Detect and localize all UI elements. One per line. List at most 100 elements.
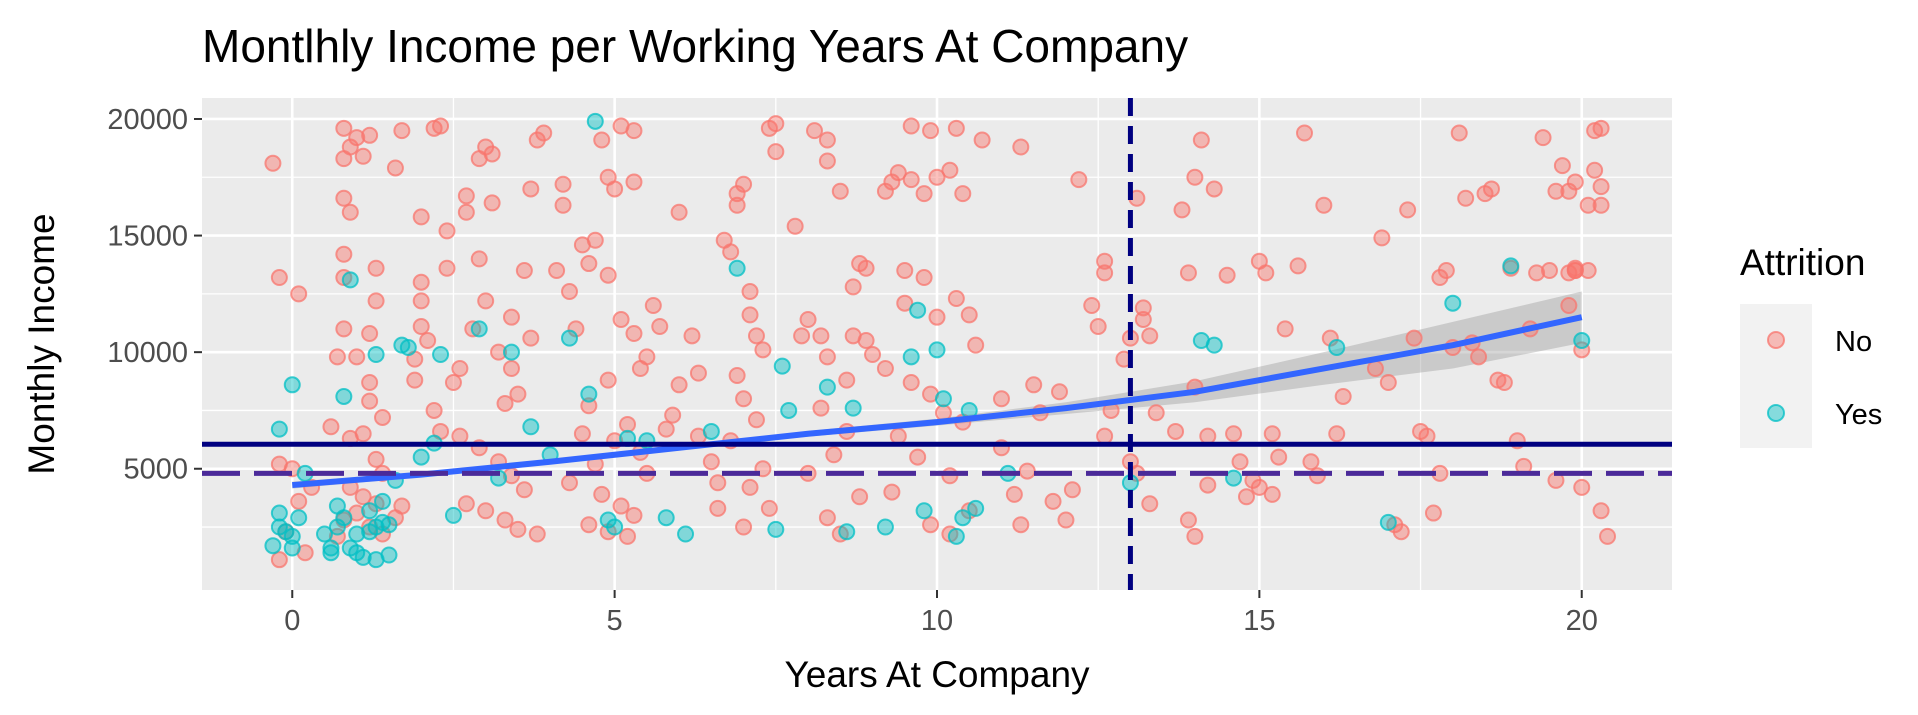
data-point-no: [754, 341, 772, 359]
data-point-yes: [657, 509, 675, 527]
data-point-no: [580, 397, 598, 415]
data-point-no: [1289, 257, 1307, 275]
data-point-no: [1237, 488, 1255, 506]
data-point-no: [354, 147, 372, 165]
data-point-no: [1296, 124, 1313, 142]
data-point-no: [625, 122, 643, 140]
data-point-no: [1012, 516, 1030, 534]
data-point-no: [1096, 264, 1114, 282]
data-point-no: [728, 196, 746, 214]
data-point-yes: [1205, 336, 1223, 354]
data-point-no: [683, 327, 701, 345]
data-point-no: [1070, 171, 1088, 189]
data-point-no: [728, 366, 746, 384]
data-point-no: [625, 173, 643, 191]
data-point-yes: [1444, 294, 1462, 312]
data-point-no: [1057, 511, 1075, 529]
data-point-no: [502, 308, 520, 326]
data-point-no: [1566, 259, 1584, 277]
data-point-no: [593, 131, 611, 149]
data-point-no: [818, 152, 836, 170]
data-point-yes: [909, 301, 927, 319]
data-point-yes: [374, 492, 392, 510]
data-point-yes: [348, 525, 366, 543]
data-point-yes: [316, 525, 333, 543]
data-point-no: [1063, 481, 1081, 499]
data-point-no: [515, 481, 533, 499]
data-point-no: [522, 329, 540, 347]
data-point-no: [883, 483, 901, 501]
data-point-no: [412, 208, 430, 226]
data-point-no: [644, 297, 662, 315]
data-point-no: [335, 245, 353, 263]
data-point-no: [1373, 229, 1391, 247]
data-point-no: [1270, 448, 1288, 466]
data-point-yes: [270, 504, 288, 522]
data-point-no: [767, 115, 785, 133]
data-point-no: [367, 292, 385, 310]
data-point-no: [354, 488, 372, 506]
data-point-no: [451, 359, 469, 377]
data-point-no: [851, 488, 869, 506]
data-point-no: [793, 327, 811, 345]
data-point-no: [1328, 425, 1346, 443]
data-point-no: [709, 474, 727, 492]
legend-key-background: [1740, 304, 1812, 448]
data-point-no: [1592, 178, 1610, 196]
data-point-no: [689, 364, 707, 382]
data-point-yes: [522, 418, 540, 436]
data-point-no: [270, 269, 288, 287]
data-point-no: [664, 406, 682, 424]
data-point-no: [838, 371, 856, 389]
data-point-yes: [341, 539, 359, 557]
data-point-no: [741, 306, 759, 324]
data-point-no: [1192, 131, 1210, 149]
y-axis-title: Monthly Income: [21, 213, 62, 474]
data-point-no: [902, 171, 920, 189]
data-point-no: [1315, 196, 1333, 214]
data-point-no: [1005, 485, 1023, 503]
data-point-no: [561, 283, 578, 301]
data-point-no: [922, 122, 940, 140]
data-point-no: [1534, 129, 1552, 147]
data-point-no: [889, 427, 907, 445]
data-point-yes: [367, 345, 385, 363]
data-point-yes: [1225, 469, 1243, 487]
data-point-no: [1599, 527, 1617, 545]
data-point-no: [335, 320, 353, 338]
data-point-yes: [412, 448, 430, 466]
data-point-yes: [1328, 338, 1346, 356]
data-point-no: [367, 450, 385, 468]
data-point-no: [599, 266, 617, 284]
data-point-no: [1379, 373, 1397, 391]
data-point-no: [1141, 495, 1159, 513]
data-point-no: [812, 399, 830, 417]
data-point-no: [457, 495, 475, 513]
data-point-no: [941, 161, 959, 179]
data-point-no: [909, 448, 927, 466]
data-point-yes: [702, 422, 720, 440]
data-point-yes: [902, 348, 920, 366]
data-point-no: [554, 175, 572, 193]
data-point-no: [638, 348, 656, 366]
data-point-no: [477, 292, 495, 310]
x-tick-label: 0: [284, 605, 300, 637]
data-point-no: [509, 385, 527, 403]
data-point-no: [1179, 264, 1197, 282]
data-point-no: [1399, 201, 1417, 219]
data-point-no: [406, 371, 424, 389]
data-point-yes: [367, 551, 385, 569]
data-point-no: [393, 497, 411, 515]
data-point-no: [960, 306, 978, 324]
data-point-no: [722, 243, 740, 261]
data-point-no: [425, 401, 443, 419]
data-point-yes: [844, 399, 862, 417]
data-point-no: [612, 497, 630, 515]
legend-title: Attrition: [1740, 242, 1865, 283]
data-point-no: [593, 485, 611, 503]
x-tick-label: 20: [1566, 605, 1598, 637]
data-point-no: [1437, 262, 1455, 280]
data-point-no: [515, 262, 533, 280]
legend-label-yes: Yes: [1835, 399, 1882, 431]
